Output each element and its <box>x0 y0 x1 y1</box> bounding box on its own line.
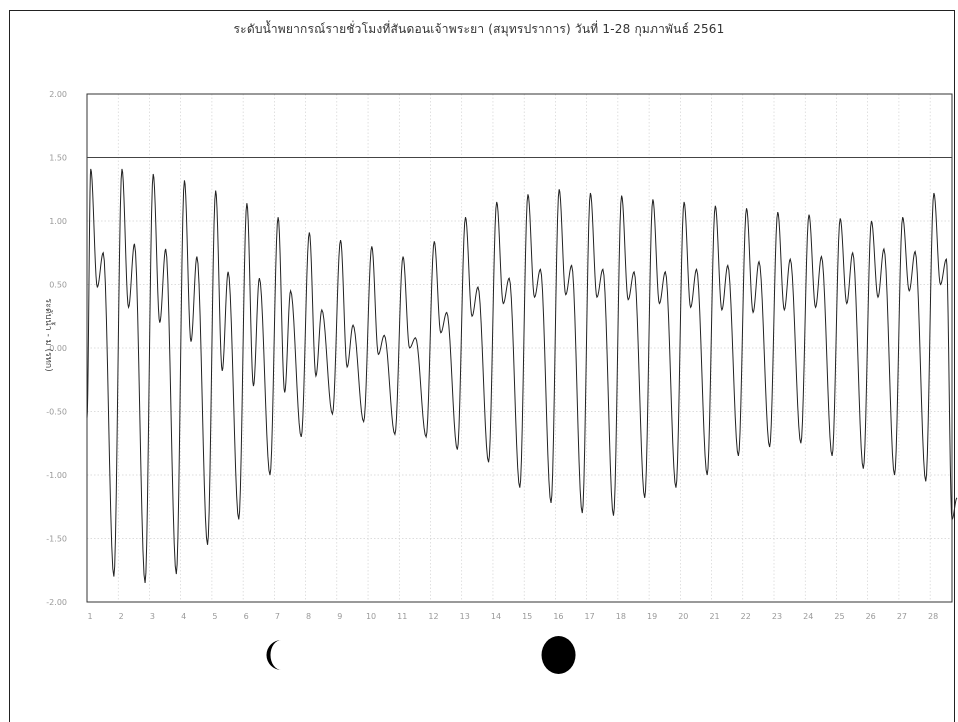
y-tick-label: -0.50 <box>46 408 67 417</box>
x-tick-label: 3 <box>150 612 155 621</box>
x-tick-label: 27 <box>897 612 907 621</box>
y-tick-label: -1.00 <box>46 471 67 480</box>
y-axis-label: ระดับน้ำ - ม (รทก) <box>43 298 56 371</box>
x-tick-label: 25 <box>834 612 844 621</box>
plot-border <box>86 93 953 603</box>
x-tick-label: 4 <box>181 612 186 621</box>
moon-phase-layer <box>266 636 576 674</box>
x-tick-label: 19 <box>647 612 657 621</box>
x-tick-label: 10 <box>366 612 376 621</box>
x-tick-label: 24 <box>803 612 813 621</box>
x-tick-label: 28 <box>928 612 938 621</box>
series-layer <box>86 168 958 584</box>
crescent-moon-icon <box>266 640 282 670</box>
x-tick-label: 17 <box>585 612 595 621</box>
x-tick-label: 21 <box>709 612 719 621</box>
x-tick-label: 12 <box>428 612 438 621</box>
x-tick-label: 22 <box>741 612 751 621</box>
x-tick-label: 16 <box>553 612 563 621</box>
x-tick-label: 15 <box>522 612 532 621</box>
x-tick-label: 7 <box>275 612 280 621</box>
grid-layer <box>87 94 952 602</box>
x-tick-label: 9 <box>337 612 342 621</box>
axis-layer: -2.00 -1.50 -1.00 -0.50 0.00 0.50 1.00 1.50 2.00… <box>46 90 953 621</box>
x-tick-label: 14 <box>491 612 501 621</box>
x-tick-label: 11 <box>397 612 407 621</box>
page-frame <box>9 10 955 722</box>
y-tick-label: 0.00 <box>49 344 67 353</box>
x-tick-label: 13 <box>460 612 470 621</box>
new-moon-icon <box>541 636 576 674</box>
x-tick-label: 18 <box>616 612 626 621</box>
x-tick-label: 23 <box>772 612 782 621</box>
tide-series-line <box>86 168 958 584</box>
x-tick-label: 6 <box>244 612 249 621</box>
y-tick-label: -1.50 <box>46 535 67 544</box>
x-tick-label: 8 <box>306 612 311 621</box>
y-tick-label: 1.00 <box>49 217 67 226</box>
y-tick-label: 1.50 <box>49 154 67 163</box>
y-tick-label: -2.00 <box>46 598 67 607</box>
x-tick-label: 2 <box>119 612 124 621</box>
x-tick-label: 20 <box>678 612 688 621</box>
x-tick-label: 1 <box>87 612 92 621</box>
x-tick-label: 5 <box>212 612 217 621</box>
y-tick-label: 0.50 <box>49 281 67 290</box>
y-tick-label: 2.00 <box>49 90 67 99</box>
x-tick-label: 26 <box>866 612 876 621</box>
chart-title: ระดับน้ำพยากรณ์รายชั่วโมงที่สันดอนเจ้าพร… <box>233 22 725 36</box>
